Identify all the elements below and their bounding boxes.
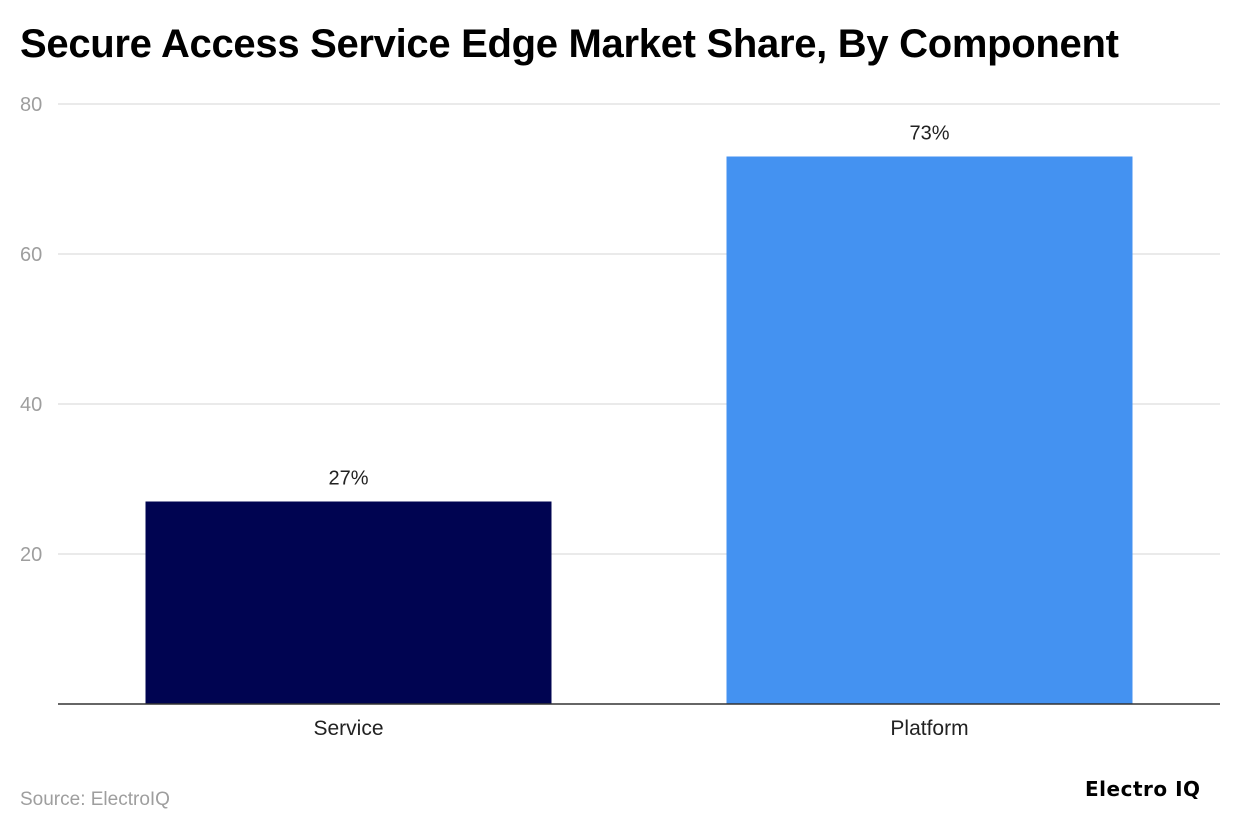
x-tick-label: Platform — [890, 717, 968, 740]
data-label: 73% — [909, 123, 949, 145]
bar-service — [145, 501, 552, 704]
electroiq-logo: Electro IQ — [1085, 777, 1201, 801]
y-tick-label: 20 — [20, 544, 42, 566]
y-tick-label: 80 — [20, 94, 42, 116]
source-note: Source: ElectroIQ — [20, 789, 170, 810]
chart-title: Secure Access Service Edge Market Share,… — [20, 22, 1119, 66]
x-tick-label: Service — [313, 717, 383, 740]
data-label: 27% — [328, 468, 368, 490]
y-tick-label: 40 — [20, 394, 42, 416]
bar-platform — [726, 156, 1133, 704]
y-tick-label: 60 — [20, 244, 42, 266]
